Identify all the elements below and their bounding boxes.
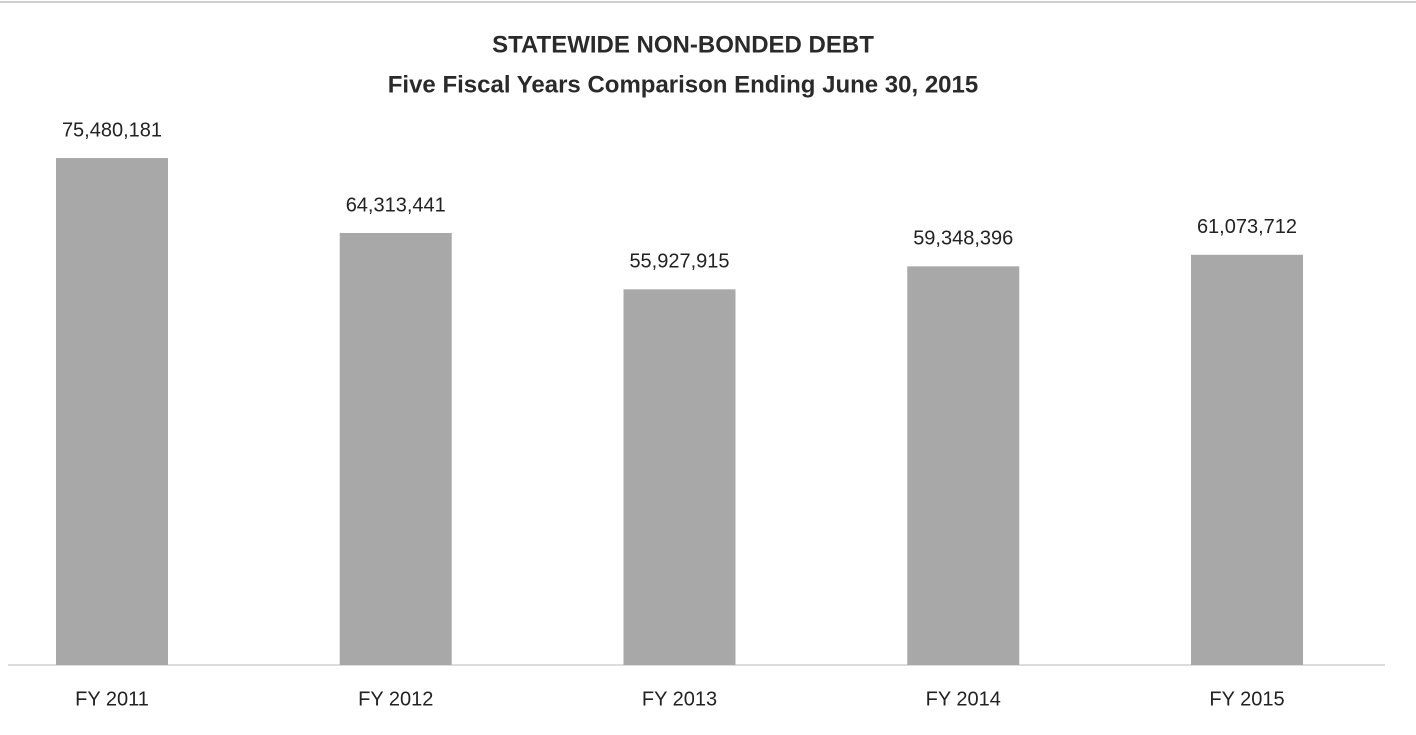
chart-title: STATEWIDE NON-BONDED DEBT (492, 31, 874, 58)
bar (339, 233, 452, 665)
bar (1191, 254, 1303, 665)
x-tick-label: FY 2015 (1209, 688, 1284, 710)
chart-subtitle: Five Fiscal Years Comparison Ending June… (388, 71, 978, 98)
x-tick-label: FY 2011 (75, 688, 149, 710)
bar (623, 289, 736, 665)
data-label: 55,927,915 (629, 251, 729, 273)
data-label: 64,313,441 (346, 194, 446, 216)
x-tick-label: FY 2012 (358, 688, 433, 710)
x-tick-label: FY 2013 (642, 688, 717, 710)
data-label: 59,348,396 (913, 228, 1013, 250)
data-label: 61,073,712 (1197, 216, 1297, 238)
data-label: 75,480,181 (62, 119, 162, 141)
bar (56, 158, 168, 665)
bar (907, 266, 1020, 665)
x-tick-label: FY 2014 (926, 688, 1001, 710)
